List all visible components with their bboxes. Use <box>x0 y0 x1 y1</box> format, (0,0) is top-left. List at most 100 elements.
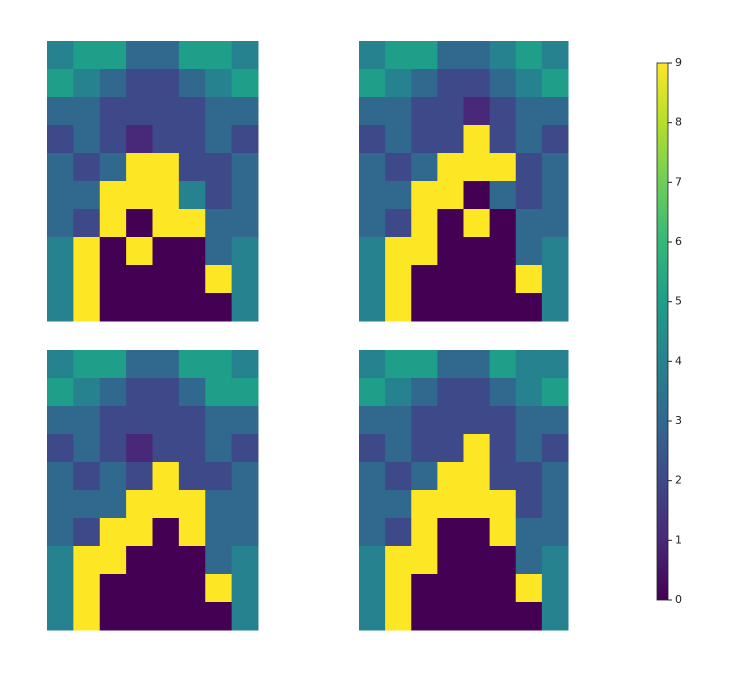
heatmap-cell <box>205 434 233 463</box>
heatmap-cell <box>126 490 153 519</box>
heatmap-cell <box>205 97 233 126</box>
heatmap-cell <box>411 181 438 210</box>
heatmap-cell <box>515 125 543 154</box>
heatmap-cell <box>231 69 259 98</box>
heatmap-cell <box>359 125 386 154</box>
heatmap-cell <box>99 41 127 70</box>
heatmap-cell <box>73 153 101 182</box>
heatmap-cell <box>359 546 386 575</box>
heatmap-cell <box>47 574 74 603</box>
heatmap-cell <box>178 602 206 631</box>
heatmap-cell <box>463 574 491 603</box>
heatmap-cell <box>99 125 127 154</box>
heatmap-cell <box>411 97 438 126</box>
colorbar-tick-label: 4 <box>675 354 682 367</box>
heatmap-cell <box>463 69 491 98</box>
heatmap-cell <box>359 434 386 463</box>
heatmap-cell <box>47 462 74 491</box>
heatmap-cell <box>437 546 464 575</box>
heatmap-cell <box>178 462 206 491</box>
heatmap-cell <box>463 378 491 407</box>
heatmap-cell <box>385 490 412 519</box>
heatmap-cell <box>385 69 412 98</box>
heatmap-cell <box>152 69 180 98</box>
heatmap-cell <box>126 546 153 575</box>
heatmap-cell <box>73 237 101 266</box>
heatmap-cell <box>99 546 127 575</box>
heatmap-cell <box>126 41 153 70</box>
heatmap-cell <box>515 434 543 463</box>
heatmap-cell <box>463 209 491 238</box>
heatmap-cell <box>205 125 233 154</box>
heatmap-cell <box>463 41 491 70</box>
heatmap-cell <box>73 574 101 603</box>
heatmap-cell <box>541 490 569 519</box>
heatmap-cell <box>437 518 464 547</box>
heatmap-cell <box>541 181 569 210</box>
heatmap-cell <box>73 406 101 435</box>
heatmap-cell <box>411 406 438 435</box>
heatmap-cell <box>231 546 259 575</box>
heatmap-cell <box>541 153 569 182</box>
heatmap-cell <box>385 434 412 463</box>
heatmap-cell <box>437 237 464 266</box>
heatmap-cell <box>47 546 74 575</box>
heatmap-cell <box>411 350 438 379</box>
heatmap-cell <box>437 293 464 322</box>
heatmap-cell <box>47 490 74 519</box>
heatmap-cell <box>47 153 74 182</box>
heatmap-cell <box>385 462 412 491</box>
heatmap-cell <box>99 350 127 379</box>
heatmap-cell <box>73 265 101 294</box>
heatmap-cell <box>515 350 543 379</box>
heatmap-cell <box>99 462 127 491</box>
heatmap-cell <box>99 378 127 407</box>
heatmap-cell <box>152 546 180 575</box>
heatmap-cell <box>463 125 491 154</box>
heatmap-cell <box>359 574 386 603</box>
heatmap-cell <box>463 97 491 126</box>
heatmap-cell <box>385 546 412 575</box>
heatmap-cell <box>489 69 517 98</box>
heatmap-cell <box>99 97 127 126</box>
heatmap-cell <box>178 125 206 154</box>
heatmap-cell <box>99 574 127 603</box>
heatmap-cell <box>47 69 74 98</box>
heatmap-cell <box>515 490 543 519</box>
heatmap-cell <box>152 434 180 463</box>
heatmap-cell <box>359 406 386 435</box>
heatmap-cell <box>47 209 74 238</box>
colorbar-tick-label: 3 <box>675 414 682 427</box>
heatmap-cell <box>437 41 464 70</box>
heatmap-cell <box>411 293 438 322</box>
heatmap-cell <box>515 462 543 491</box>
heatmap-cell <box>437 125 464 154</box>
heatmap-cell <box>541 69 569 98</box>
heatmap-cell <box>541 602 569 631</box>
heatmap-cell <box>515 41 543 70</box>
heatmap-cell <box>205 69 233 98</box>
heatmap-cell <box>205 406 233 435</box>
heatmap-cell <box>541 125 569 154</box>
heatmap-cell <box>178 265 206 294</box>
heatmap-cell <box>205 574 233 603</box>
heatmap-cell <box>205 181 233 210</box>
heatmap-cell <box>411 69 438 98</box>
heatmap-cell <box>463 406 491 435</box>
heatmap-cell <box>359 602 386 631</box>
heatmap-cell <box>437 97 464 126</box>
heatmap-cell <box>47 602 74 631</box>
heatmap-cell <box>437 181 464 210</box>
heatmap-cell <box>411 490 438 519</box>
heatmap-cell <box>73 209 101 238</box>
heatmap-cell <box>47 378 74 407</box>
heatmap-cell <box>515 574 543 603</box>
heatmap-cell <box>126 602 153 631</box>
heatmap-cell <box>463 181 491 210</box>
heatmap-cell <box>73 293 101 322</box>
heatmap-cell <box>178 209 206 238</box>
heatmap-cell <box>152 237 180 266</box>
heatmap-cell <box>411 546 438 575</box>
heatmap-cell <box>99 209 127 238</box>
heatmap-cell <box>515 293 543 322</box>
